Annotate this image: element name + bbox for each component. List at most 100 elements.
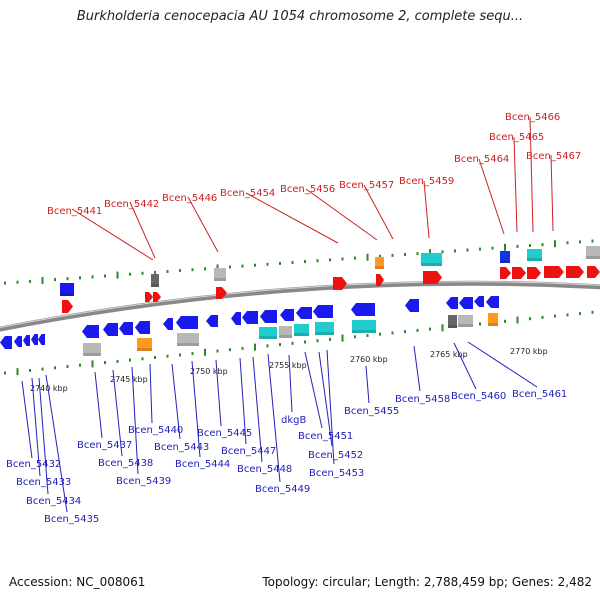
track-dots xyxy=(4,239,594,376)
reverse-gene-arrow[interactable] xyxy=(23,335,30,346)
gene-label-bcen-5458[interactable]: Bcen_5458 xyxy=(395,394,450,405)
gene-label-bcen-5433[interactable]: Bcen_5433 xyxy=(16,477,71,488)
reverse-gene-arrow[interactable] xyxy=(313,305,333,318)
gene-label-dkgb[interactable]: dkgB xyxy=(281,415,306,426)
reverse-gene-arrow[interactable] xyxy=(82,325,99,338)
reverse-gene-arrow[interactable] xyxy=(260,310,277,323)
gene-label-bcen-5448[interactable]: Bcen_5448 xyxy=(237,464,292,475)
gene-label-bcen-5449[interactable]: Bcen_5449 xyxy=(255,484,310,495)
gene-feature-box[interactable] xyxy=(488,313,498,326)
gene-feature-box[interactable] xyxy=(294,324,309,336)
lower-track-dot xyxy=(191,352,194,356)
gene-label-bcen-5456[interactable]: Bcen_5456 xyxy=(280,184,335,195)
reverse-gene-arrow[interactable] xyxy=(446,297,458,309)
reverse-gene-arrow[interactable] xyxy=(459,297,473,309)
gene-feature-box[interactable] xyxy=(375,257,384,269)
reverse-gene-arrow[interactable] xyxy=(242,311,258,324)
reverse-gene-arrow[interactable] xyxy=(176,316,198,329)
gene-feature-box[interactable] xyxy=(137,338,152,351)
gene-feature-box[interactable] xyxy=(448,315,457,328)
reverse-gene-arrow[interactable] xyxy=(351,303,375,316)
reverse-gene-arrow[interactable] xyxy=(231,312,241,325)
forward-gene-arrow[interactable] xyxy=(500,267,511,279)
gene-feature-box[interactable] xyxy=(586,246,600,259)
gene-label-bcen-5466[interactable]: Bcen_5466 xyxy=(505,112,560,123)
forward-gene-arrow[interactable] xyxy=(62,300,73,313)
forward-gene-arrow[interactable] xyxy=(376,274,384,286)
reverse-gene-arrow[interactable] xyxy=(296,307,312,319)
forward-gene-arrow[interactable] xyxy=(544,266,564,278)
gene-label-bcen-5438[interactable]: Bcen_5438 xyxy=(98,458,153,469)
reverse-gene-arrow[interactable] xyxy=(474,296,484,307)
gene-label-bcen-5457[interactable]: Bcen_5457 xyxy=(339,180,394,191)
gene-label-bcen-5441[interactable]: Bcen_5441 xyxy=(47,206,102,217)
forward-gene-arrow[interactable] xyxy=(423,271,442,284)
gene-feature-box[interactable] xyxy=(60,283,74,296)
gene-feature-box[interactable] xyxy=(527,249,542,261)
gene-label-bcen-5460[interactable]: Bcen_5460 xyxy=(451,391,506,402)
gene-label-bcen-5434[interactable]: Bcen_5434 xyxy=(26,496,81,507)
gene-feature-box[interactable] xyxy=(151,274,159,287)
forward-gene-arrow[interactable] xyxy=(527,267,541,279)
gene-label-bcen-5459[interactable]: Bcen_5459 xyxy=(399,176,454,187)
gene-label-bcen-5437[interactable]: Bcen_5437 xyxy=(77,440,132,451)
reverse-gene-arrow[interactable] xyxy=(0,336,12,349)
gene-feature-box[interactable] xyxy=(458,315,473,327)
gene-feature-box[interactable] xyxy=(421,253,442,266)
gene-label-bcen-5443[interactable]: Bcen_5443 xyxy=(154,442,209,453)
reverse-gene-arrow[interactable] xyxy=(119,322,133,335)
reverse-gene-arrow[interactable] xyxy=(135,321,150,334)
gene-feature-box[interactable] xyxy=(214,268,226,281)
reverse-gene-arrow[interactable] xyxy=(280,309,294,321)
gene-label-bcen-5452[interactable]: Bcen_5452 xyxy=(308,450,363,461)
forward-gene-arrow[interactable] xyxy=(216,287,227,299)
gene-label-bcen-5464[interactable]: Bcen_5464 xyxy=(454,154,509,165)
reverse-gene-arrow[interactable] xyxy=(31,334,38,345)
upper-track-dot xyxy=(404,253,406,256)
leader-line-bcen-5465 xyxy=(513,136,518,233)
forward-gene-arrow[interactable] xyxy=(566,266,584,278)
gene-label-bcen-5446[interactable]: Bcen_5446 xyxy=(162,193,217,204)
gene-label-bcen-5447[interactable]: Bcen_5447 xyxy=(221,446,276,457)
gene-label-bcen-5453[interactable]: Bcen_5453 xyxy=(309,468,364,479)
forward-gene-arrow[interactable] xyxy=(145,292,153,302)
gene-label-bcen-5445[interactable]: Bcen_5445 xyxy=(197,428,252,439)
gene-feature-box[interactable] xyxy=(315,322,334,335)
gene-feature-box[interactable] xyxy=(500,251,510,263)
gene-label-bcen-5435[interactable]: Bcen_5435 xyxy=(44,514,99,525)
forward-gene-arrow[interactable] xyxy=(587,266,600,278)
gene-feature-box[interactable] xyxy=(259,327,277,339)
forward-gene-arrow[interactable] xyxy=(512,267,526,279)
reverse-gene-arrow[interactable] xyxy=(163,318,173,330)
gene-label-bcen-5442[interactable]: Bcen_5442 xyxy=(104,199,159,210)
gene-label-bcen-5432[interactable]: Bcen_5432 xyxy=(6,459,61,470)
gene-label-bcen-5465[interactable]: Bcen_5465 xyxy=(489,132,544,143)
gene-label-bcen-5455[interactable]: Bcen_5455 xyxy=(344,406,399,417)
gene-label-bcen-5439[interactable]: Bcen_5439 xyxy=(116,476,171,487)
gene-label-bcen-5440[interactable]: Bcen_5440 xyxy=(128,425,183,436)
reverse-gene-arrow[interactable] xyxy=(486,296,499,308)
reverse-gene-arrow[interactable] xyxy=(38,334,45,345)
gene-feature-box[interactable] xyxy=(83,343,101,356)
reverse-gene-arrow[interactable] xyxy=(405,299,419,312)
gene-feature-box[interactable] xyxy=(177,333,199,346)
upper-track-dot xyxy=(16,280,19,284)
gene-label-bcen-5454[interactable]: Bcen_5454 xyxy=(220,188,275,199)
gene-label-bcen-5461[interactable]: Bcen_5461 xyxy=(512,389,567,400)
gene-feature-box[interactable] xyxy=(279,326,292,338)
gene-label-bcen-5467[interactable]: Bcen_5467 xyxy=(526,151,581,162)
upper-track-dot xyxy=(266,262,269,266)
gene-feature-box[interactable] xyxy=(352,320,376,333)
lower-track-dot xyxy=(16,368,19,376)
leader-line-bcen-5437 xyxy=(94,371,103,439)
reverse-gene-arrow[interactable] xyxy=(206,315,218,327)
upper-track-dot xyxy=(529,244,531,247)
forward-gene-arrow[interactable] xyxy=(333,277,347,290)
reverse-gene-arrow[interactable] xyxy=(103,323,118,336)
gene-label-bcen-5444[interactable]: Bcen_5444 xyxy=(175,459,230,470)
gene-label-bcen-5451[interactable]: Bcen_5451 xyxy=(298,431,353,442)
chromosome-backbone xyxy=(0,280,600,332)
reverse-gene-arrow[interactable] xyxy=(14,336,22,347)
forward-gene-arrow[interactable] xyxy=(153,292,161,302)
lower-track-dot xyxy=(554,314,556,318)
